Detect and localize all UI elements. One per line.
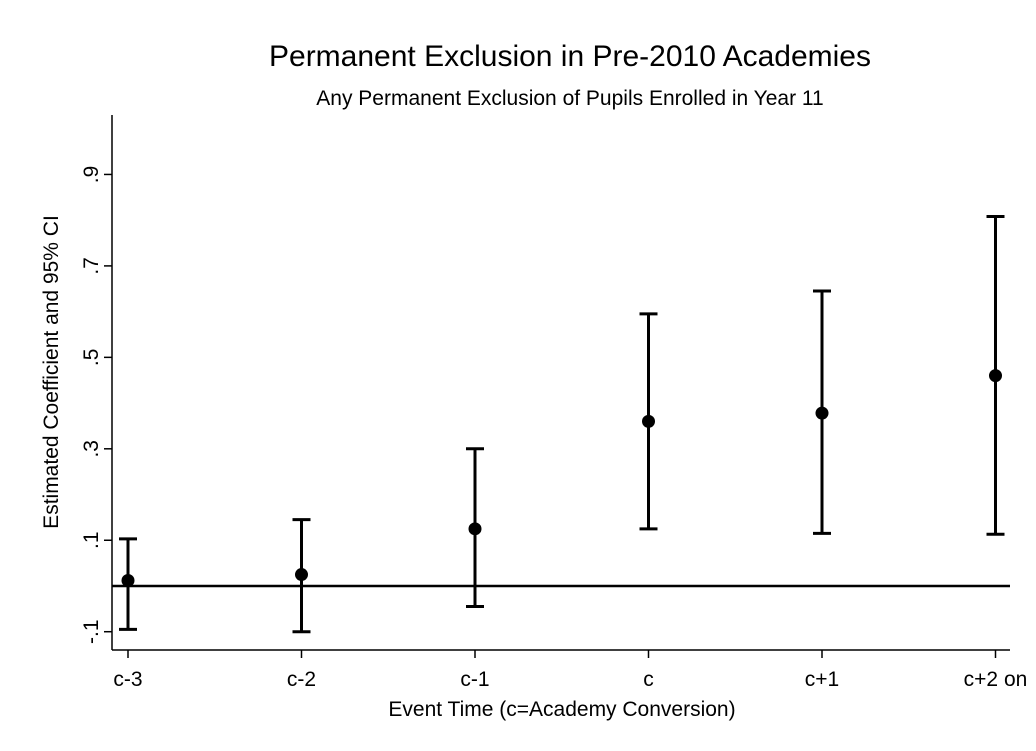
y-tick-label: .1 xyxy=(80,531,103,549)
x-tick-label: c+2 on xyxy=(964,668,1028,691)
estimate-point xyxy=(121,573,135,587)
data-marks xyxy=(112,215,1010,634)
estimate-point xyxy=(642,414,655,428)
x-tick-label: c+1 xyxy=(805,668,839,691)
estimate-point xyxy=(468,522,482,536)
x-tick-label: c-1 xyxy=(460,668,489,691)
y-axis-label: Estimated Coefficient and 95% CI xyxy=(40,215,63,529)
estimate-point xyxy=(295,568,308,582)
y-tick-label: .9 xyxy=(80,166,103,184)
x-tick-label: c-2 xyxy=(287,668,316,691)
y-tick-label: .5 xyxy=(80,349,103,367)
x-tick-label: c-3 xyxy=(113,668,142,691)
y-tick-label: .3 xyxy=(80,440,103,458)
estimate-point xyxy=(989,369,1002,383)
x-axis-label: Event Time (c=Academy Conversion) xyxy=(388,698,735,721)
chart-title: Permanent Exclusion in Pre-2010 Academie… xyxy=(269,40,871,73)
x-tick-label: c xyxy=(643,668,654,691)
axes: -.1 .1 .3 .5 .7 .9 c-3 c-2 c-1 c c+1 c+2 on xyxy=(80,115,1027,691)
y-tick-label: -.1 xyxy=(80,619,103,644)
chart-subtitle: Any Permanent Exclusion of Pupils Enroll… xyxy=(316,87,823,110)
y-tick-label: .7 xyxy=(80,257,103,275)
estimate-point xyxy=(815,406,829,420)
